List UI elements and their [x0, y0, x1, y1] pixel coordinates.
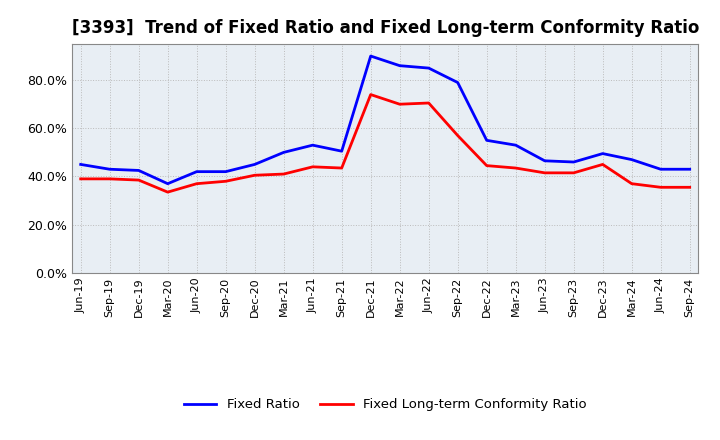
- Fixed Long-term Conformity Ratio: [366, 92, 375, 97]
- Fixed Long-term Conformity Ratio: [395, 102, 404, 107]
- Fixed Ratio: [482, 138, 491, 143]
- Fixed Ratio: [251, 162, 259, 167]
- Fixed Long-term Conformity Ratio: [76, 176, 85, 182]
- Fixed Long-term Conformity Ratio: [424, 100, 433, 106]
- Fixed Ratio: [366, 53, 375, 59]
- Fixed Ratio: [279, 150, 288, 155]
- Fixed Ratio: [395, 63, 404, 68]
- Fixed Ratio: [135, 168, 143, 173]
- Fixed Long-term Conformity Ratio: [135, 177, 143, 183]
- Fixed Ratio: [338, 149, 346, 154]
- Fixed Ratio: [570, 159, 578, 165]
- Fixed Long-term Conformity Ratio: [570, 170, 578, 176]
- Fixed Long-term Conformity Ratio: [308, 164, 317, 169]
- Fixed Long-term Conformity Ratio: [482, 163, 491, 168]
- Fixed Ratio: [541, 158, 549, 163]
- Fixed Long-term Conformity Ratio: [338, 165, 346, 171]
- Fixed Long-term Conformity Ratio: [598, 162, 607, 167]
- Line: Fixed Long-term Conformity Ratio: Fixed Long-term Conformity Ratio: [81, 95, 690, 192]
- Fixed Long-term Conformity Ratio: [279, 172, 288, 177]
- Fixed Long-term Conformity Ratio: [221, 179, 230, 184]
- Fixed Long-term Conformity Ratio: [541, 170, 549, 176]
- Fixed Long-term Conformity Ratio: [657, 185, 665, 190]
- Fixed Ratio: [454, 80, 462, 85]
- Fixed Ratio: [192, 169, 201, 174]
- Line: Fixed Ratio: Fixed Ratio: [81, 56, 690, 183]
- Fixed Long-term Conformity Ratio: [251, 172, 259, 178]
- Title: [3393]  Trend of Fixed Ratio and Fixed Long-term Conformity Ratio: [3393] Trend of Fixed Ratio and Fixed Lo…: [71, 19, 699, 37]
- Fixed Ratio: [163, 181, 172, 186]
- Legend: Fixed Ratio, Fixed Long-term Conformity Ratio: Fixed Ratio, Fixed Long-term Conformity …: [184, 398, 587, 411]
- Fixed Long-term Conformity Ratio: [105, 176, 114, 182]
- Fixed Long-term Conformity Ratio: [454, 133, 462, 138]
- Fixed Long-term Conformity Ratio: [511, 165, 520, 171]
- Fixed Long-term Conformity Ratio: [192, 181, 201, 186]
- Fixed Ratio: [105, 167, 114, 172]
- Fixed Ratio: [685, 167, 694, 172]
- Fixed Long-term Conformity Ratio: [163, 190, 172, 195]
- Fixed Ratio: [308, 143, 317, 148]
- Fixed Ratio: [76, 162, 85, 167]
- Fixed Ratio: [598, 151, 607, 156]
- Fixed Long-term Conformity Ratio: [627, 181, 636, 186]
- Fixed Ratio: [221, 169, 230, 174]
- Fixed Ratio: [627, 157, 636, 162]
- Fixed Ratio: [657, 167, 665, 172]
- Fixed Ratio: [424, 66, 433, 71]
- Fixed Ratio: [511, 143, 520, 148]
- Fixed Long-term Conformity Ratio: [685, 185, 694, 190]
